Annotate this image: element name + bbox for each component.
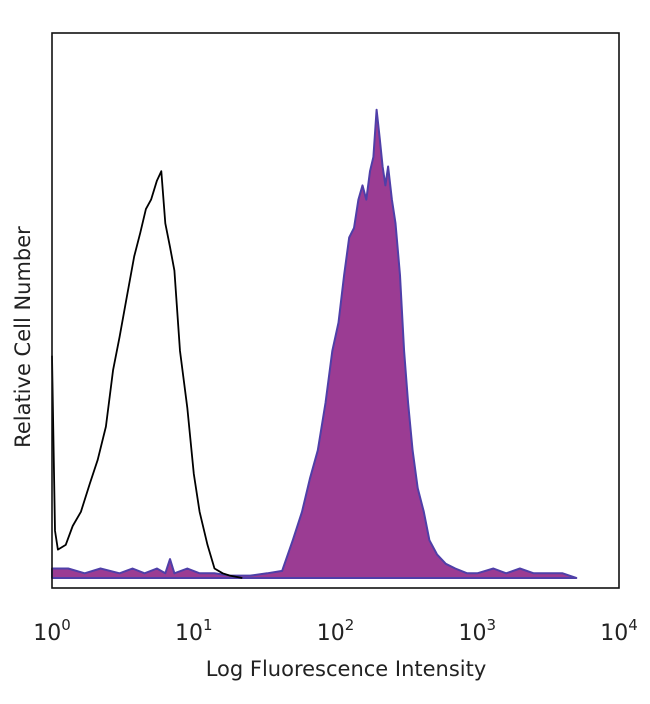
x-tick-exponent: 3 [487,616,497,634]
x-tick-label: 100 [33,616,71,646]
x-tick-label: 103 [459,616,497,646]
x-axis-ticks: 100 101 102 103 104 [33,616,638,646]
x-tick-exponent: 1 [203,616,213,634]
x-axis-title: Log Fluorescence Intensity [206,657,487,681]
x-tick-base: 10 [317,621,345,646]
x-tick-base: 10 [175,621,203,646]
control-histogram [51,170,243,579]
x-tick-label: 101 [175,616,213,646]
y-axis-title: Relative Cell Number [11,226,35,448]
x-tick-exponent: 4 [628,616,638,634]
x-tick-base: 10 [600,621,628,646]
plot-frame [51,32,620,589]
x-tick-exponent: 2 [345,616,355,634]
x-tick-exponent: 0 [61,616,71,634]
x-tick-label: 104 [600,616,638,646]
x-tick-base: 10 [33,621,61,646]
stained-histogram [51,108,578,579]
plot-area [51,108,578,579]
x-tick-label: 102 [317,616,355,646]
x-tick-base: 10 [459,621,487,646]
